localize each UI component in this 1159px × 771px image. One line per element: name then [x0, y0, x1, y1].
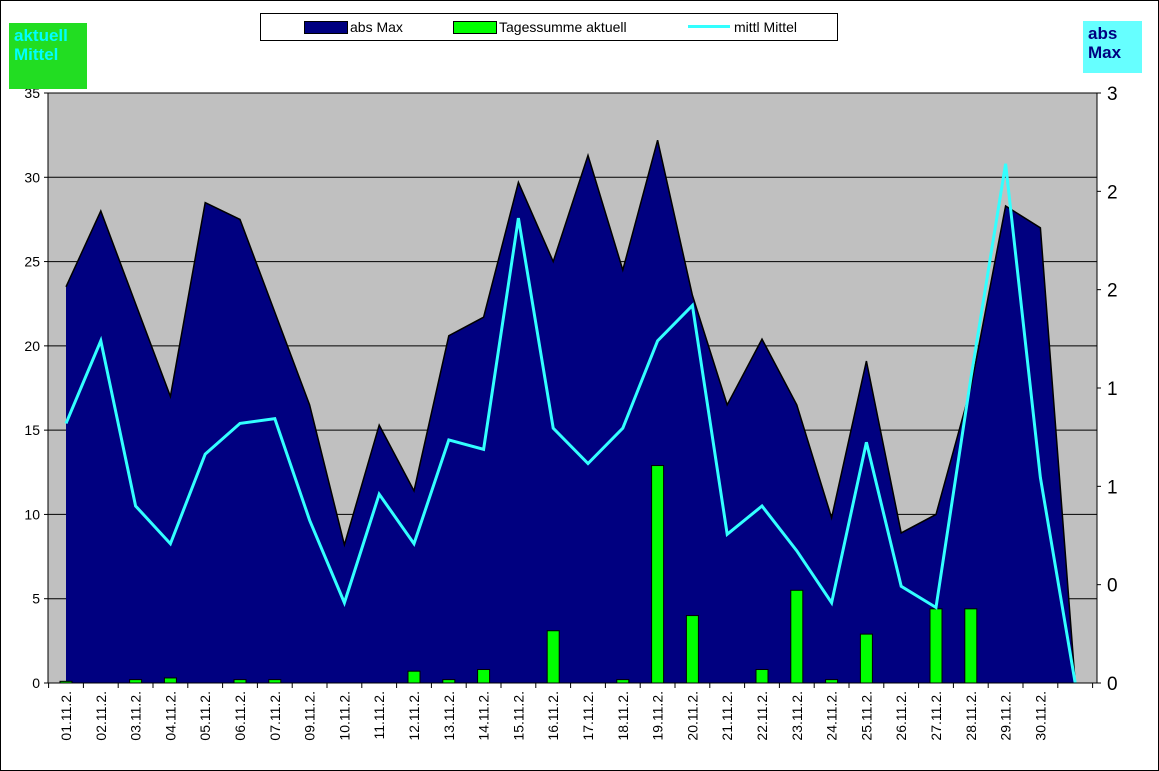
- tagessumme-bar: [790, 589, 804, 684]
- left-axis-ticks: 0 5 10 15 20 25 30 35: [24, 85, 48, 691]
- abs-max-area: [65, 140, 1076, 684]
- x-tick-label: 26.11.2.: [893, 691, 909, 741]
- legend-label-tagessumme: Tagessumme aktuell: [499, 19, 627, 35]
- tagessumme-bar: [964, 608, 978, 684]
- tagessumme-bar: [477, 669, 491, 684]
- right-tick-label: 0: [1107, 674, 1118, 695]
- tagessumme-bar: [407, 670, 421, 684]
- left-tick-label: 35: [24, 85, 40, 101]
- tagessumme-bar: [546, 630, 560, 684]
- badge-left-line1: aktuell: [14, 26, 68, 45]
- badge-right-line2: Max: [1088, 43, 1122, 62]
- left-tick-label: 20: [24, 338, 40, 354]
- badge-left-line2: Mittel: [14, 45, 59, 64]
- tagessumme-bar: [685, 615, 699, 684]
- tagessumme-bar: [825, 679, 839, 684]
- x-tick-label: 17.11.2.: [580, 691, 596, 741]
- right-tick-label: 2: [1107, 182, 1118, 203]
- right-tick-label: 1: [1107, 477, 1118, 498]
- mittel-line: [64, 163, 1077, 684]
- tagessumme-bar: [755, 669, 769, 684]
- x-tick-label: 28.11.2.: [963, 691, 979, 741]
- x-tick-label: 18.11.2.: [615, 691, 631, 741]
- tagessumme-bar: [616, 679, 630, 684]
- left-tick-label: 30: [24, 169, 40, 185]
- x-tick-label: 11.11.2.: [371, 691, 387, 740]
- x-tick-label: 19.11.2.: [650, 691, 666, 741]
- badge-right-line1: abs: [1088, 24, 1118, 43]
- left-tick-label: 0: [32, 675, 40, 691]
- right-tick-label: 2: [1107, 281, 1118, 302]
- legend-swatch-tagessumme: [453, 21, 497, 34]
- left-tick-label: 25: [24, 254, 40, 270]
- right-axis-ticks: 0 0 1 1 2 2 3: [1097, 84, 1118, 695]
- x-tick-label: 16.11.2.: [545, 691, 561, 741]
- left-tick-label: 5: [32, 591, 40, 607]
- tagessumme-bar: [233, 679, 247, 684]
- legend-swatch-mittel: [688, 25, 730, 28]
- right-tick-label: 1: [1107, 379, 1118, 400]
- x-tick-label: 14.11.2.: [476, 691, 492, 741]
- tagessumme-bar: [129, 679, 143, 684]
- tagessumme-bar: [442, 679, 456, 684]
- x-tick-label: 30.11.2.: [1032, 691, 1048, 741]
- tagessumme-bar: [651, 465, 665, 684]
- x-tick-label: 04.11.2.: [162, 691, 178, 741]
- tagessumme-bar: [268, 679, 282, 684]
- tagessumme-bar: [859, 633, 873, 684]
- abs-max-area-fill: [66, 140, 1076, 683]
- x-tick-label: 22.11.2.: [754, 691, 770, 741]
- x-tick-label: 10.11.2.: [336, 691, 352, 741]
- x-tick-label: 20.11.2.: [684, 691, 700, 741]
- left-tick-label: 10: [24, 506, 40, 522]
- x-tick-label: 07.11.2.: [267, 691, 283, 741]
- tagessumme-bars: [59, 465, 978, 684]
- x-tick-label: 01.11.2.: [58, 691, 74, 741]
- x-tick-label: 23.11.2.: [789, 691, 805, 741]
- tagessumme-bar: [163, 677, 177, 684]
- legend-label-mittel: mittl Mittel: [734, 19, 797, 35]
- x-tick-label: 13.11.2.: [441, 691, 457, 741]
- x-tick-label: 25.11.2.: [858, 691, 874, 741]
- tagessumme-bar: [929, 608, 943, 684]
- left-tick-label: 15: [24, 422, 40, 438]
- x-tick-label: 05.11.2.: [197, 691, 213, 741]
- x-tick-label: 02.11.2.: [93, 691, 109, 741]
- x-tick-label: 15.11.2.: [510, 691, 526, 741]
- legend-swatch-abs-max: [304, 21, 348, 34]
- abs-max-badge: abs Max: [1083, 21, 1142, 73]
- aktuell-mittel-badge: aktuell Mittel: [9, 23, 87, 89]
- right-tick-label: 3: [1107, 84, 1118, 105]
- chart-legend: abs Max Tagessumme aktuell mittl Mittel: [260, 13, 838, 41]
- x-tick-label: 06.11.2.: [232, 691, 248, 741]
- x-axis-ticks: 01.11.2. 02.11.2. 03.11.2. 04.11.2. 05.11.2.…: [48, 683, 1094, 741]
- abs-max-area-outline: [65, 140, 1076, 684]
- x-tick-label: 29.11.2.: [998, 691, 1014, 741]
- legend-label-abs-max: abs Max: [350, 19, 403, 35]
- x-tick-label: 27.11.2.: [928, 691, 944, 741]
- x-tick-label: 24.11.2.: [824, 691, 840, 741]
- x-tick-label: 21.11.2.: [719, 691, 735, 741]
- right-tick-label: 0: [1107, 576, 1118, 597]
- x-tick-label: 12.11.2.: [406, 691, 422, 741]
- x-tick-label: 09.11.2.: [302, 691, 318, 741]
- mittel-polyline: [64, 163, 1077, 684]
- x-tick-label: 03.11.2.: [128, 691, 144, 741]
